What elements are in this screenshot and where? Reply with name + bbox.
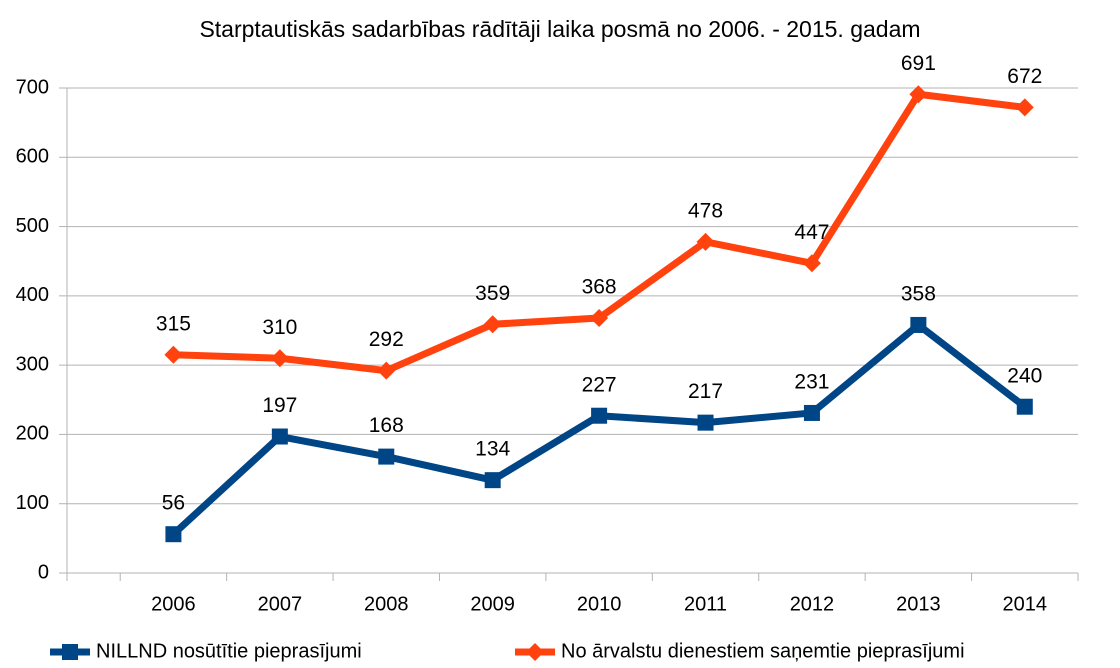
- marker: [696, 232, 715, 251]
- data-label: 231: [794, 370, 829, 393]
- x-tick-label: 2011: [684, 593, 727, 615]
- marker: [697, 414, 714, 431]
- data-label: 197: [262, 394, 297, 417]
- data-label: 691: [901, 52, 936, 75]
- marker: [802, 254, 821, 273]
- data-label: 310: [262, 316, 297, 339]
- x-tick-label: 2006: [151, 593, 196, 615]
- x-tick-label: 2010: [577, 593, 622, 615]
- legend-marker: [62, 644, 78, 660]
- x-tick-label: 2013: [896, 593, 941, 615]
- data-label: 168: [369, 414, 404, 437]
- y-tick-label: 400: [16, 284, 49, 306]
- legend-label: NILLND nosūtītie pieprasījumi: [96, 640, 362, 662]
- y-tick-label: 200: [16, 423, 49, 445]
- data-label: 217: [688, 380, 723, 403]
- series-line: [171, 321, 1027, 537]
- marker: [165, 526, 182, 543]
- y-tick-label: 100: [16, 492, 49, 514]
- data-label: 227: [582, 373, 617, 396]
- x-tick-label: 2012: [790, 593, 835, 615]
- x-tick-label: 2009: [470, 593, 515, 615]
- legend-label: No ārvalstu dienestiem saņemtie pieprasī…: [561, 640, 965, 662]
- chart-title: Starptautiskās sadarbības rādītāji laika…: [199, 16, 920, 42]
- x-tick-label: 2008: [364, 593, 409, 615]
- data-label: 368: [582, 276, 617, 299]
- data-label: 358: [901, 283, 936, 306]
- data-label: 478: [688, 199, 723, 222]
- y-tick-label: 600: [16, 146, 49, 168]
- marker: [591, 407, 608, 424]
- marker: [483, 315, 502, 334]
- marker: [484, 472, 501, 489]
- marker: [1015, 98, 1034, 117]
- data-label: 315: [156, 312, 191, 335]
- x-tick-label: 2014: [1003, 593, 1048, 615]
- y-tick-label: 0: [38, 561, 49, 583]
- data-label: 447: [794, 221, 829, 244]
- marker: [270, 349, 289, 368]
- marker: [590, 309, 609, 328]
- marker: [1016, 398, 1033, 415]
- series-line: [173, 90, 1026, 375]
- legend-marker: [526, 643, 544, 661]
- y-tick-label: 300: [16, 353, 49, 375]
- data-label: 672: [1007, 65, 1042, 88]
- data-label: 359: [475, 282, 510, 305]
- data-label: 134: [475, 438, 510, 461]
- marker: [378, 448, 395, 465]
- marker: [164, 345, 183, 364]
- marker: [909, 85, 928, 104]
- data-label: 292: [369, 328, 404, 351]
- y-tick-label: 700: [16, 76, 49, 98]
- data-label: 240: [1007, 364, 1042, 387]
- y-tick-label: 500: [16, 215, 49, 237]
- marker: [803, 404, 820, 421]
- marker: [377, 361, 396, 380]
- data-label: 56: [162, 492, 185, 515]
- marker: [910, 316, 927, 333]
- marker: [271, 428, 288, 445]
- x-tick-label: 2007: [258, 593, 303, 615]
